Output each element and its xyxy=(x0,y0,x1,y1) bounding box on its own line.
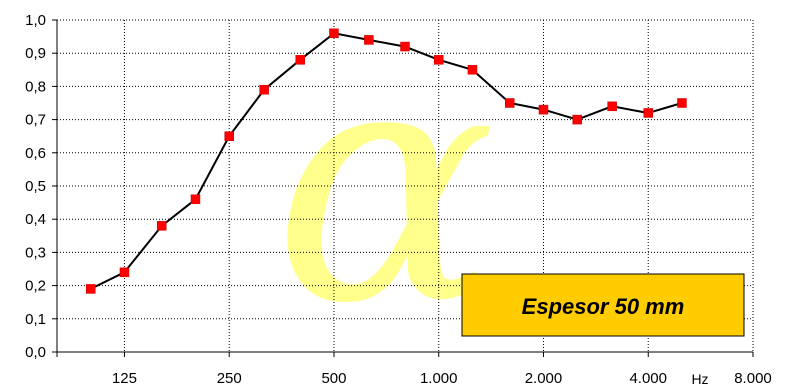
x-tick-label-0: 125 xyxy=(112,370,137,387)
data-markers xyxy=(85,28,687,294)
data-point-9 xyxy=(400,41,410,52)
data-point-10 xyxy=(433,55,444,65)
data-point-5 xyxy=(259,84,269,95)
y-tick-label-4: 0,4 xyxy=(25,211,46,228)
data-point-15 xyxy=(607,101,617,112)
y-tick-labels: 0,0 0,1 0,2 0,3 0,4 0,5 0,6 0,7 0,8 0,9 1,0 xyxy=(25,12,46,361)
data-point-8 xyxy=(364,35,374,45)
data-point-16 xyxy=(643,108,653,118)
series-line xyxy=(90,32,683,290)
axes xyxy=(52,19,754,357)
y-tick-label-2: 0,2 xyxy=(25,278,46,295)
data-point-1 xyxy=(119,267,130,278)
data-point-14 xyxy=(572,114,582,125)
data-point-7 xyxy=(329,28,339,39)
y-tick-label-1: 0,1 xyxy=(25,311,46,328)
data-point-6 xyxy=(295,55,305,65)
annotation-text: Espesor 50 mm xyxy=(522,294,685,319)
annotation-box-bg xyxy=(461,273,745,337)
y-tick-label-3: 0,3 xyxy=(25,244,46,261)
y-tick-label-6: 0,6 xyxy=(25,145,46,162)
annotation-box: Espesor 50 mm xyxy=(461,273,745,337)
y-tick-label-9: 0,9 xyxy=(25,45,46,62)
x-tick-label-4: 2.000 xyxy=(525,370,563,387)
data-point-13 xyxy=(538,104,549,115)
data-point-4 xyxy=(224,131,234,141)
x-tick-label-1: 250 xyxy=(217,370,242,387)
x-tick-labels: 125 250 500 1.000 2.000 4.000 8.000 xyxy=(112,370,772,387)
x-tick-label-2: 500 xyxy=(321,370,346,387)
data-point-17 xyxy=(677,98,687,108)
data-point-3 xyxy=(190,194,201,205)
data-point-2 xyxy=(157,221,167,231)
y-tick-label-0: 0,0 xyxy=(25,344,46,361)
x-tick-label-5: 4.000 xyxy=(629,370,667,387)
y-tick-label-5: 0,5 xyxy=(25,178,46,195)
x-tick-label-6: 8.000 xyxy=(734,370,772,387)
data-point-11 xyxy=(467,65,478,75)
y-tick-label-10: 1,0 xyxy=(25,12,46,29)
y-tick-label-8: 0,8 xyxy=(25,78,46,95)
data-point-12 xyxy=(505,98,515,108)
x-unit-label: Hz xyxy=(691,371,708,387)
y-tick-label-7: 0,7 xyxy=(25,112,46,129)
data-point-0 xyxy=(85,284,96,294)
x-tick-label-3: 1.000 xyxy=(420,370,458,387)
watermark-alpha-glyph: α xyxy=(274,0,497,376)
